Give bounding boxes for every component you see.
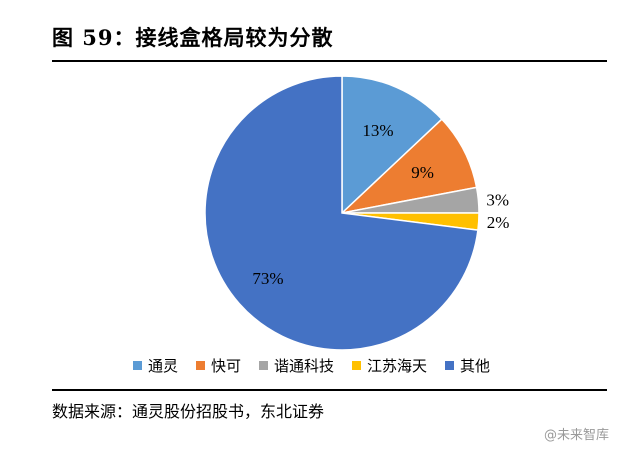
legend-item-3: 谐通科技 [258,355,334,376]
slice-label-4: 2% [487,213,510,232]
legend-item-4: 江苏海天 [352,355,427,376]
legend-swatch [258,361,268,370]
legend-swatch [352,361,361,370]
pie-chart: 13% 9% 3% 2% 73% [204,75,510,351]
legend-swatch [132,361,142,370]
pie-slice-5 [204,75,479,351]
legend-label: 江苏海天 [367,357,428,375]
legend-swatch [445,361,455,370]
legend-swatch [195,361,205,370]
pie-slice-1 [341,75,443,215]
slice-label-1: 13% [362,121,393,140]
top-rule [52,60,607,62]
bottom-rule [52,389,607,391]
legend-label: 其他 [460,357,491,375]
legend-item-5: 其他 [445,355,490,376]
legend-label: 谐通科技 [273,357,334,375]
slice-label-5: 73% [252,269,283,288]
chart-legend: 通灵 快可 谐通科技 江苏海天 其他 [0,355,623,376]
watermark: @未来智库 [543,428,609,443]
legend-label: 通灵 [147,357,178,375]
slice-label-2: 9% [411,163,434,182]
slice-label-3: 3% [486,190,509,209]
legend-item-2: 快可 [195,355,241,376]
legend-item-1: 通灵 [132,355,178,376]
chart-title: 图 59：接线盒格局较为分散 [52,25,334,50]
legend-label: 快可 [210,357,241,375]
source-note: 数据来源：通灵股份招股书，东北证券 [52,402,325,421]
